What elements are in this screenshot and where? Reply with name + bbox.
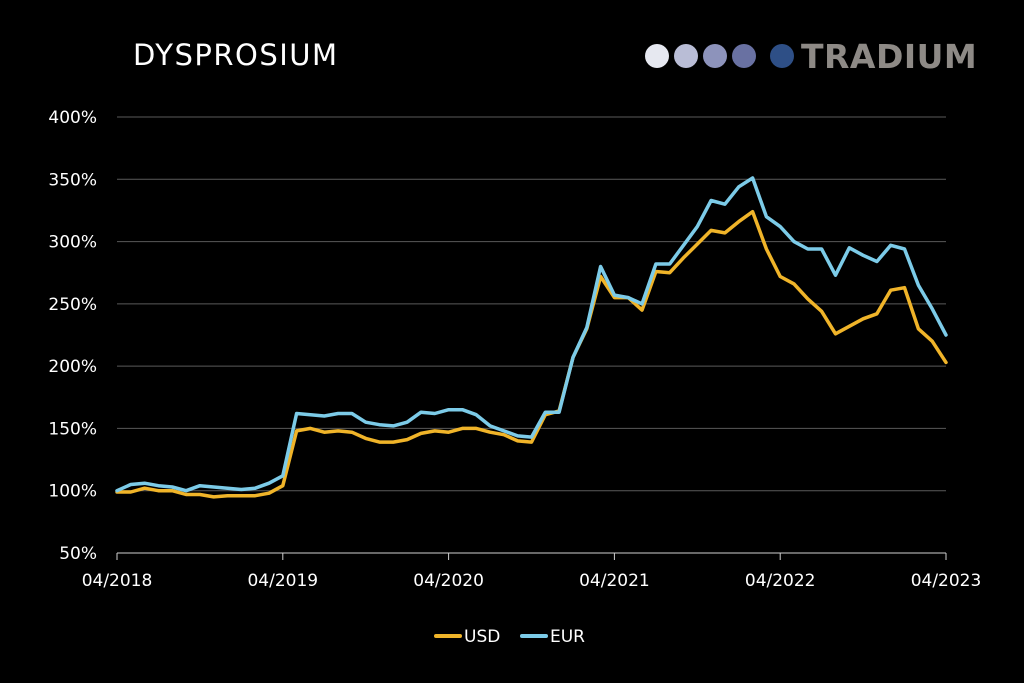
series-line-eur <box>115 176 948 493</box>
logo-dot-2 <box>674 44 698 68</box>
logo-dot-1 <box>645 44 669 68</box>
legend: USD EUR <box>434 627 585 647</box>
y-tick-label: 300% <box>48 233 97 253</box>
y-tick-label: 400% <box>48 108 97 128</box>
series-line-usd <box>115 209 948 499</box>
x-tick-label: 04/2023 <box>911 571 982 591</box>
chart-title: DYSPROSIUM <box>133 38 339 72</box>
gridlines <box>117 116 946 492</box>
y-tick-label: 50% <box>59 544 97 564</box>
x-tick-label: 04/2019 <box>247 571 318 591</box>
brand-logo: TRADIUM <box>645 36 978 76</box>
logo-dot-5 <box>770 44 794 68</box>
x-axis: 04/2018 04/2019 04/2020 04/2021 04/2022 04/20… <box>82 552 982 591</box>
x-tick-label: 04/2018 <box>82 571 153 591</box>
y-tick-label: 200% <box>48 357 97 377</box>
series-lines <box>115 176 948 499</box>
x-tick-label: 04/2021 <box>579 571 650 591</box>
legend-label-usd: USD <box>464 627 500 647</box>
legend-label-eur: EUR <box>550 627 585 647</box>
logo-dot-3 <box>703 44 727 68</box>
y-tick-label: 250% <box>48 295 97 315</box>
brand-name: TRADIUM <box>801 36 978 76</box>
logo-dot-4 <box>732 44 756 68</box>
x-tick-label: 04/2022 <box>745 571 816 591</box>
y-axis-ticks: 50% 100% 150% 200% 250% 300% 350% 400% <box>48 108 97 564</box>
y-tick-label: 350% <box>48 170 97 190</box>
x-tick-label: 04/2020 <box>413 571 484 591</box>
y-tick-label: 150% <box>48 419 97 439</box>
y-tick-label: 100% <box>48 482 97 502</box>
